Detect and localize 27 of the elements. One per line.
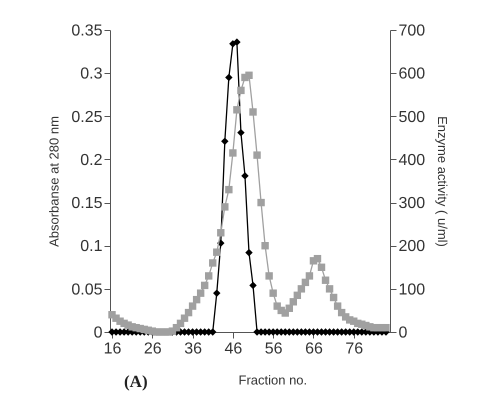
x-tick-label: 76 [345,340,364,358]
y2-tick-label: 100 [398,281,426,298]
y-tick-label: 0.15 [71,195,103,212]
x-tick-label: 46 [224,340,242,358]
x-tick-label: 26 [144,340,162,358]
panel-letter: (A) [124,372,148,392]
y-tick-label: 0.05 [71,281,103,298]
y2-axis-title: Enzyme activity ( u/ml) [435,116,450,247]
y-tick-label: 0.35 [71,22,103,40]
y2-tick-label: 300 [398,195,426,212]
x-tick-label: 66 [305,340,323,358]
x-tick-label: 36 [184,340,202,358]
y2-tick-label: 700 [398,22,426,40]
y-tick-label: 0.25 [71,108,103,126]
y2-tick-label: 500 [398,108,426,126]
y-tick-label: 0.3 [80,66,103,83]
y2-tick-label: 600 [398,66,426,83]
y-tick-label: 0 [94,324,103,342]
y2-tick-label: 200 [398,238,426,256]
y-tick-label: 0.1 [80,238,103,256]
y-tick-label: 0.2 [80,152,103,169]
x-axis-title: Fraction no. [238,372,308,388]
x-tick-label: 16 [104,340,122,358]
x-tick-label: 56 [264,340,283,358]
y-axis-title: Absorbanse at 280 nm [46,116,62,247]
y2-tick-label: 0 [398,324,408,342]
y2-tick-label: 400 [398,152,426,169]
